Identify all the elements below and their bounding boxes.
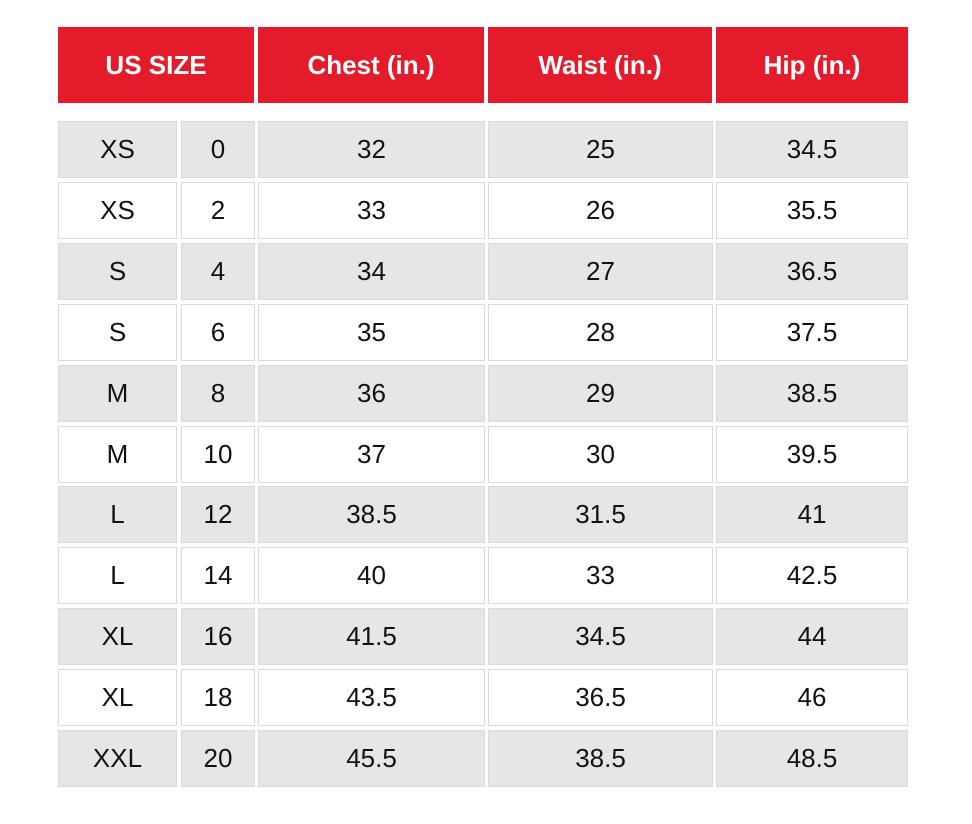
table-cell: 46 [716, 669, 908, 727]
table-cell: 42.5 [716, 547, 908, 605]
header-cell: Waist (in.) [488, 27, 712, 103]
table-cell: 10 [181, 425, 255, 483]
table-cell: 41.5 [258, 608, 485, 666]
table-cell: XS [58, 181, 177, 239]
table-cell: S [58, 303, 177, 361]
table-cell: 36 [258, 364, 485, 422]
table-cell: 26 [488, 181, 713, 239]
table-cell: 8 [181, 364, 255, 422]
table-cell: 37.5 [716, 303, 908, 361]
table-cell: XS [58, 121, 177, 178]
table-cell: XL [58, 669, 177, 727]
table-cell: 43.5 [258, 669, 485, 727]
table-cell: 30 [488, 425, 713, 483]
table-cell: 34.5 [716, 121, 908, 178]
table-cell: 31.5 [488, 486, 713, 544]
table-cell: 27 [488, 242, 713, 300]
table-cell: 38.5 [716, 364, 908, 422]
table-cell: L [58, 486, 177, 544]
table-cell: 4 [181, 242, 255, 300]
table-cell: 48.5 [716, 730, 908, 787]
table-cell: 33 [488, 547, 713, 605]
table-cell: 36.5 [488, 669, 713, 727]
table-cell: 36.5 [716, 242, 908, 300]
table-cell: 33 [258, 181, 485, 239]
table-cell: XXL [58, 730, 177, 787]
table-cell: 44 [716, 608, 908, 666]
table-cell: 6 [181, 303, 255, 361]
table-cell: 41 [716, 486, 908, 544]
table-cell: 12 [181, 486, 255, 544]
header-cell: Chest (in.) [258, 27, 484, 103]
table-cell: 16 [181, 608, 255, 666]
table-cell: L [58, 547, 177, 605]
table-cell: 34.5 [488, 608, 713, 666]
table-cell: 40 [258, 547, 485, 605]
table-cell: 39.5 [716, 425, 908, 483]
table-cell: 34 [258, 242, 485, 300]
table-cell: 38.5 [488, 730, 713, 787]
table-cell: 18 [181, 669, 255, 727]
table-cell: S [58, 242, 177, 300]
table-cell: 45.5 [258, 730, 485, 787]
table-cell: 2 [181, 181, 255, 239]
table-cell: M [58, 425, 177, 483]
table-cell: 0 [181, 121, 255, 178]
table-cell: 29 [488, 364, 713, 422]
table-cell: 35.5 [716, 181, 908, 239]
table-cell: 37 [258, 425, 485, 483]
table-cell: 35 [258, 303, 485, 361]
table-cell: 32 [258, 121, 485, 178]
table-cell: XL [58, 608, 177, 666]
table-cell: 20 [181, 730, 255, 787]
header-cell: US SIZE [58, 27, 254, 103]
table-cell: 14 [181, 547, 255, 605]
header-cell: Hip (in.) [716, 27, 908, 103]
table-cell: 25 [488, 121, 713, 178]
table-cell: 28 [488, 303, 713, 361]
table-cell: 38.5 [258, 486, 485, 544]
table-cell: M [58, 364, 177, 422]
